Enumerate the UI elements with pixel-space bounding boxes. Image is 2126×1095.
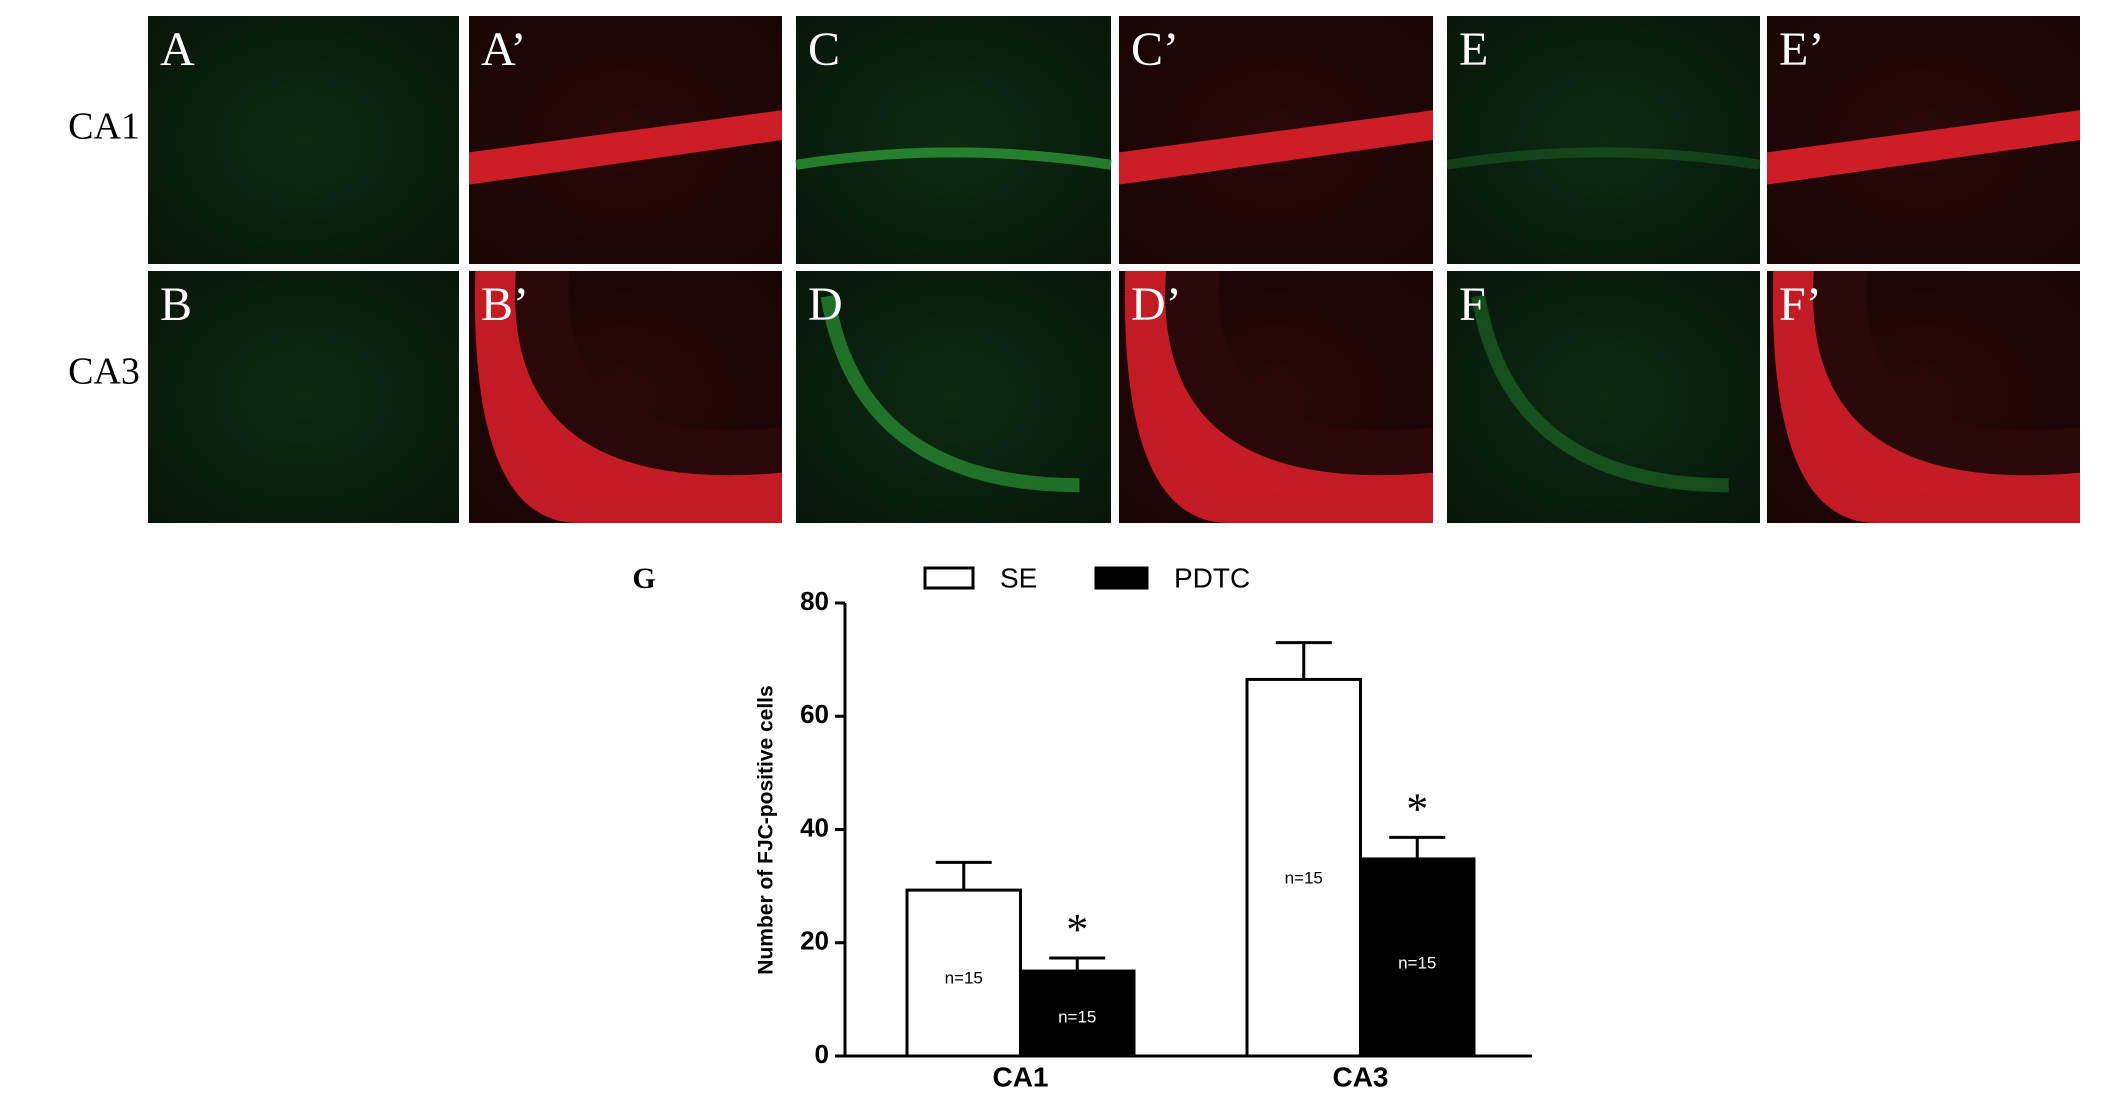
- panel-label: A’: [481, 23, 526, 76]
- y-tick-label: 0: [815, 1039, 829, 1069]
- micrograph: [1447, 271, 1760, 523]
- legend-swatch: [1094, 566, 1149, 590]
- legend-label: PDTC: [1174, 562, 1250, 593]
- significance-mark: *: [1066, 905, 1088, 954]
- cell-layer-inner: [1165, 271, 1433, 476]
- y-tick-label: 20: [800, 926, 829, 956]
- panel-label: C: [808, 23, 840, 76]
- stained-band: [820, 295, 1080, 493]
- row-label: CA1: [68, 106, 140, 148]
- y-tick-label: 40: [800, 812, 829, 842]
- cell-layer-inner: [1813, 271, 2080, 476]
- bar: [1359, 857, 1476, 1058]
- cell-layer-inner: [515, 271, 782, 476]
- bar: [905, 888, 1022, 1058]
- cell-layer: [474, 271, 782, 523]
- panel-label: E’: [1779, 23, 1824, 76]
- image-panels: CA1 CA3 A A’ C C’ E E’ B B’ D D’ F F’: [68, 16, 2080, 523]
- cell-layer: [1124, 271, 1433, 523]
- micrograph: [148, 16, 459, 264]
- stained-band: [1446, 147, 1761, 170]
- micrograph: [1447, 16, 1760, 264]
- panel-label: A: [160, 23, 195, 76]
- legend-swatch: [923, 566, 975, 590]
- significance-mark: *: [1406, 785, 1428, 834]
- y-axis-label: Number of FJC-positive cells: [755, 685, 778, 974]
- panel-label: G: [632, 562, 655, 595]
- x-tick-label: CA1: [992, 1061, 1048, 1092]
- micrograph: [796, 16, 1111, 264]
- x-tick-label: CA3: [1332, 1061, 1388, 1092]
- panel-label: D’: [1131, 278, 1182, 331]
- panel-label: D: [808, 278, 843, 331]
- legend-label: SE: [1000, 562, 1037, 593]
- bar: [1019, 969, 1136, 1058]
- bar-chart: G Number of FJC-positive cells 0 20 40 60 80…: [632, 562, 1532, 1092]
- panel-label: C’: [1131, 23, 1179, 76]
- n-label: n=15: [1285, 868, 1323, 887]
- panel-label: F’: [1779, 278, 1822, 331]
- stained-band: [795, 147, 1112, 170]
- panel-label: E: [1459, 23, 1488, 76]
- n-label: n=15: [1398, 953, 1436, 972]
- n-label: n=15: [945, 968, 983, 987]
- panel-label: B’: [481, 278, 529, 331]
- y-tick-label: 80: [800, 586, 829, 616]
- micrograph: [148, 271, 459, 523]
- panel-label: B: [160, 278, 192, 331]
- cell-layer: [469, 110, 782, 185]
- y-tick-label: 60: [800, 699, 829, 729]
- panel-label: F: [1459, 278, 1486, 331]
- bar: [1245, 677, 1362, 1058]
- stained-band: [1471, 295, 1729, 493]
- cell-layer: [1767, 110, 2080, 185]
- row-label: CA3: [68, 351, 140, 393]
- cell-layer: [1772, 271, 2080, 523]
- cell-layer: [1119, 110, 1433, 185]
- n-label: n=15: [1058, 1007, 1096, 1026]
